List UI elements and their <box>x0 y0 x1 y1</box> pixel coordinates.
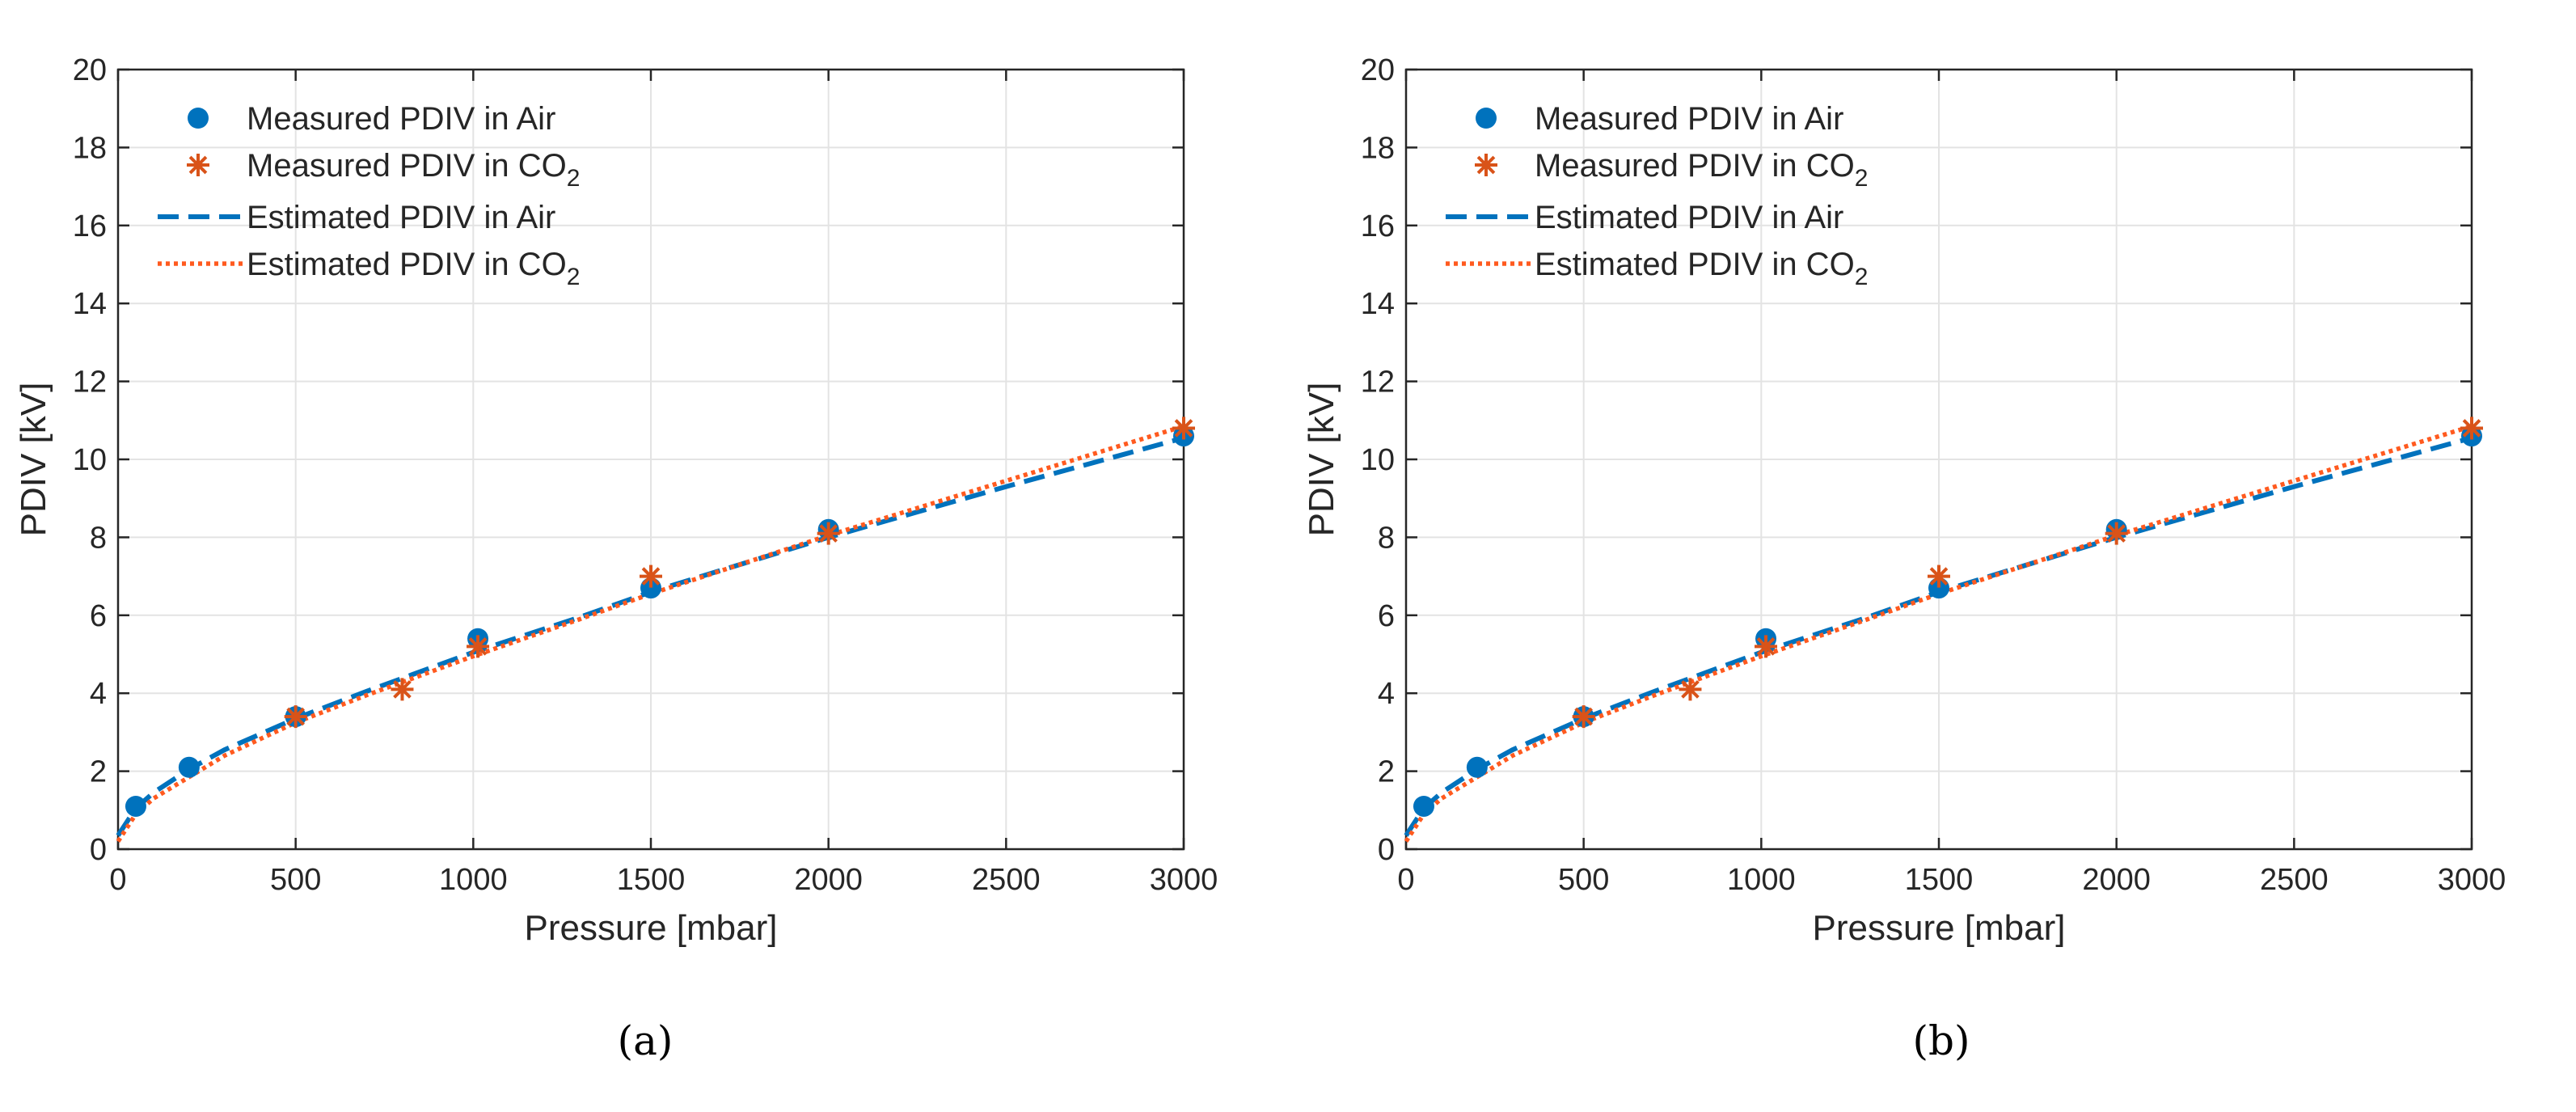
x-tick-label: 1000 <box>439 863 508 897</box>
data-point-dot <box>1413 795 1434 817</box>
data-point-star <box>2105 522 2128 545</box>
star-stroke <box>1574 707 1593 726</box>
y-tick-label: 12 <box>1361 366 1395 400</box>
y-tick-label: 14 <box>1361 287 1395 321</box>
x-tick-label: 2000 <box>794 863 863 897</box>
star-stroke <box>468 637 488 656</box>
data-point-dot <box>178 756 200 778</box>
y-tick-label: 8 <box>1378 521 1395 555</box>
x-tick-label: 2000 <box>2082 863 2151 897</box>
legend-label: Measured PDIV in Air <box>1535 101 1843 137</box>
x-tick-label: 3000 <box>2438 863 2506 897</box>
x-axis-label: Pressure [mbar] <box>1813 908 2066 948</box>
x-tick-label: 1000 <box>1727 863 1796 897</box>
y-tick-label: 6 <box>90 599 107 633</box>
y-tick-label: 16 <box>73 209 107 243</box>
data-point-star <box>1679 678 1702 701</box>
star-stroke <box>2107 524 2126 543</box>
chart-panel-b: 0 500 1000 1500 2000 2500 3000 0 2 4 6 8 10 12 14 16 18 2… <box>1288 0 2576 1112</box>
y-tick-label: 10 <box>73 443 107 477</box>
y-tick-label: 2 <box>90 755 107 789</box>
x-tick-label: 1500 <box>1905 863 1974 897</box>
legend-label: Measured PDIV in Air <box>247 101 555 137</box>
x-tick-label: 1500 <box>617 863 686 897</box>
star-stroke <box>2462 419 2481 438</box>
star-stroke <box>1174 419 1193 438</box>
data-point-star <box>1755 635 1778 658</box>
data-point-star <box>1928 564 1950 588</box>
legend-dot-marker <box>1476 108 1497 129</box>
x-tick-label: 2500 <box>972 863 1041 897</box>
x-tick-label: 500 <box>270 863 321 897</box>
data-point-star <box>284 705 307 729</box>
y-tick-label: 10 <box>1361 443 1395 477</box>
chart-svg-a: 0 500 1000 1500 2000 2500 3000 0 2 4 6 8 10 12 14 16 18 2… <box>14 53 1218 948</box>
panel-label-b: (b) <box>1912 1017 1970 1064</box>
y-tick-label: 0 <box>1378 833 1395 867</box>
x-tick-label: 2500 <box>2260 863 2329 897</box>
y-axis-label: PDIV [kV] <box>14 383 53 537</box>
legend-star-marker <box>1475 154 1497 176</box>
data-point-star <box>1172 416 1195 440</box>
star-stroke <box>188 155 208 175</box>
legend-subscript: 2 <box>567 264 581 290</box>
legend-subscript: 2 <box>1855 165 1869 192</box>
data-point-dot <box>1466 756 1488 778</box>
y-tick-label: 20 <box>1361 53 1395 87</box>
y-tick-label: 8 <box>90 521 107 555</box>
y-tick-label: 12 <box>73 366 107 400</box>
legend-dot-marker <box>188 108 209 129</box>
y-tick-label: 4 <box>90 677 107 711</box>
y-tick-label: 18 <box>1361 131 1395 165</box>
legend-subscript: 2 <box>567 165 581 192</box>
star-stroke <box>1681 680 1700 699</box>
star-stroke <box>286 707 305 726</box>
data-point-star <box>1572 705 1595 729</box>
y-axis-label: PDIV [kV] <box>1302 383 1341 537</box>
legend-label: Estimated PDIV in Air <box>247 200 555 235</box>
data-point-star <box>2460 416 2483 440</box>
chart-svg-b: 0 500 1000 1500 2000 2500 3000 0 2 4 6 8 10 12 14 16 18 2… <box>1302 53 2506 948</box>
x-tick-label: 0 <box>109 863 126 897</box>
legend-star-marker <box>187 154 209 176</box>
data-point-star <box>640 564 662 588</box>
x-tick-label: 0 <box>1397 863 1414 897</box>
y-tick-label: 16 <box>1361 209 1395 243</box>
data-point-dot <box>125 795 146 817</box>
x-tick-label: 500 <box>1558 863 1609 897</box>
star-stroke <box>819 524 838 543</box>
y-tick-label: 0 <box>90 833 107 867</box>
y-tick-label: 20 <box>73 53 107 87</box>
y-tick-label: 2 <box>1378 755 1395 789</box>
data-point-star <box>467 635 490 658</box>
chart-panel-a: 0 500 1000 1500 2000 2500 3000 0 2 4 6 8 10 12 14 16 18 2… <box>14 53 1218 1064</box>
legend-subscript: 2 <box>1855 264 1869 290</box>
star-stroke <box>1929 567 1949 586</box>
star-stroke <box>393 680 412 699</box>
x-axis-label: Pressure [mbar] <box>525 908 778 948</box>
star-stroke <box>641 567 661 586</box>
y-tick-label: 14 <box>73 287 107 321</box>
y-tick-label: 18 <box>73 131 107 165</box>
x-tick-label: 3000 <box>1150 863 1218 897</box>
star-stroke <box>1756 637 1776 656</box>
data-point-star <box>817 522 840 545</box>
series-line <box>1404 424 2473 843</box>
panel-label-a: (a) <box>617 1017 674 1064</box>
legend-label: Estimated PDIV in Air <box>1535 200 1843 235</box>
series-line <box>116 424 1185 843</box>
star-stroke <box>1476 155 1496 175</box>
y-tick-label: 4 <box>1378 677 1395 711</box>
y-tick-label: 6 <box>1378 599 1395 633</box>
data-point-star <box>391 678 414 701</box>
